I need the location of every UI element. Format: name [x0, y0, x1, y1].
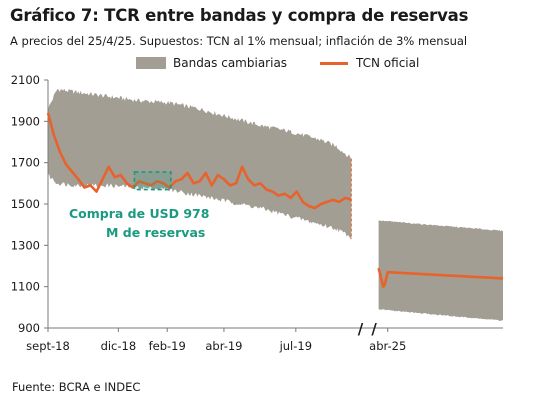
axis-break-mark-1: /	[358, 320, 364, 338]
chart-legend: Bandas cambiarias TCN oficial	[0, 54, 537, 72]
reserves-annotation-box	[133, 171, 172, 191]
axis-break-mark-2: /	[371, 320, 377, 338]
annotation-text-line-2: M de reservas	[106, 225, 205, 240]
y-tick-label-1100: 1100	[11, 280, 40, 294]
legend-label-tcn: TCN oficial	[356, 56, 420, 70]
x-tick-label-1: dic-18	[101, 339, 137, 353]
y-tick-label-1500: 1500	[11, 197, 40, 211]
source-note: Fuente: BCRA e INDEC	[12, 380, 141, 394]
tcn-line-segment-1	[46, 112, 352, 210]
y-tick-label-1900: 1900	[11, 114, 40, 128]
y-tick-label-2100: 2100	[11, 73, 40, 87]
y-tick-label-1700: 1700	[11, 156, 40, 170]
x-tick-label-0: sept-18	[26, 339, 70, 353]
x-tick-label-5: abr-25	[369, 339, 406, 353]
legend-swatch-tcn	[320, 61, 348, 65]
x-tick-label-3: abr-19	[205, 339, 242, 353]
band-area-segment-2	[378, 220, 503, 321]
x-tick-label-2: feb-19	[149, 339, 186, 353]
tcn-line-segment-2	[377, 267, 504, 289]
x-tick-label-4: jul-19	[279, 339, 312, 353]
band-area-segment-1	[48, 88, 352, 239]
legend-item-bands: Bandas cambiarias	[136, 54, 287, 72]
chart-subtitle: A precios del 25/4/25. Supuestos: TCN al…	[10, 34, 468, 48]
legend-label-bands: Bandas cambiarias	[173, 56, 288, 70]
annotation-text-line-1: Compra de USD 978	[69, 206, 209, 221]
chart-title: Gráfico 7: TCR entre bandas y compra de …	[10, 6, 469, 25]
legend-item-tcn: TCN oficial	[320, 54, 419, 72]
legend-swatch-bands	[136, 57, 166, 69]
y-tick-label-1300: 1300	[11, 238, 40, 252]
y-tick-label-900: 900	[18, 321, 40, 335]
